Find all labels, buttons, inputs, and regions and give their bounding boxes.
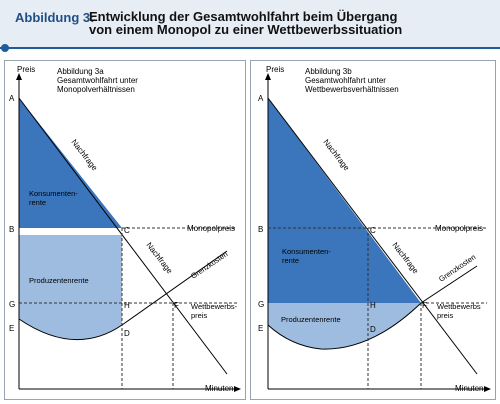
point-d: D (370, 325, 376, 334)
caption-line3: Wettbewerbsverhältnissen (305, 85, 399, 94)
panel-3a: Preis Minuten Abbildung 3a Gesamtwohlfah… (4, 60, 246, 400)
competitive-price-label-line1: Wettbewerbs (437, 302, 481, 311)
x-axis-label: Minuten (205, 384, 233, 393)
point-c: C (124, 226, 130, 235)
y-axis-label: Preis (17, 65, 35, 74)
figure-title-line2: von einem Monopol zu einer Wettbewerbssi… (89, 22, 403, 37)
x-axis-label: Minuten (455, 384, 483, 393)
caption-line1: Abbildung 3a (57, 67, 104, 76)
figure-header (0, 0, 500, 48)
panel-3b: Preis Minuten Abbildung 3b Gesamtwohlfah… (250, 60, 496, 400)
competitive-price-label-line2: preis (437, 311, 454, 320)
point-d: D (124, 329, 130, 338)
figure-label: Abbildung 3: (15, 10, 95, 25)
point-g: G (258, 300, 264, 309)
demand-label-upper: Nachfrage (321, 138, 351, 173)
point-g: G (9, 300, 15, 309)
demand-line (267, 97, 478, 375)
competitive-price-label-line2: preis (191, 311, 208, 320)
x-axis-arrow-icon (484, 386, 491, 392)
marginal-cost-label: Grenzkosten (189, 249, 229, 280)
point-e: E (258, 324, 263, 333)
y-axis-label: Preis (266, 65, 284, 74)
caption-line1: Abbildung 3b (305, 67, 352, 76)
point-h: H (370, 301, 376, 310)
caption-line2: Gesamtwohlfahrt unter (57, 76, 138, 85)
caption-line3: Monopolverhältnissen (57, 85, 135, 94)
point-e: E (9, 324, 14, 333)
producer-rent-label: Produzentenrente (29, 276, 89, 285)
competitive-price-label-line1: Wettbewerbs- (191, 302, 238, 311)
consumer-rent-line2: rente (282, 256, 299, 265)
figure-title: Entwicklung der Gesamtwohlfahrt beim Übe… (89, 10, 402, 36)
marginal-cost-curve (267, 265, 478, 350)
monopoly-price-label: Monopolpreis (187, 224, 235, 233)
point-h: H (124, 301, 130, 310)
consumer-rent-line1: Konsumenten- (29, 189, 78, 198)
monopoly-price-label: Monopolpreis (435, 224, 483, 233)
x-axis-arrow-icon (234, 386, 241, 392)
producer-surplus-area (268, 303, 421, 350)
consumer-rent-line1: Konsumenten- (282, 247, 331, 256)
point-a: A (258, 94, 264, 103)
marginal-cost-curve (18, 250, 228, 341)
consumer-surplus-area (19, 98, 122, 228)
y-axis-arrow-icon (265, 73, 271, 80)
point-f: F (174, 301, 179, 310)
demand-line (18, 97, 228, 375)
consumer-rent-line2: rente (29, 198, 46, 207)
point-a: A (9, 94, 15, 103)
panel-3a-diagram: Preis Minuten Abbildung 3a Gesamtwohlfah… (9, 65, 241, 393)
title-divider (0, 47, 500, 49)
producer-surplus-area (19, 235, 122, 340)
figure-title-line1: Entwicklung der Gesamtwohlfahrt beim Übe… (89, 9, 398, 24)
point-b: B (258, 225, 263, 234)
producer-rent-label: Produzentenrente (281, 315, 341, 324)
bullet-dot-icon (1, 44, 9, 52)
y-axis-arrow-icon (16, 73, 22, 80)
point-c: C (370, 226, 376, 235)
caption-line2: Gesamtwohlfahrt unter (305, 76, 386, 85)
panel-3b-diagram: Preis Minuten Abbildung 3b Gesamtwohlfah… (258, 65, 491, 393)
point-b: B (9, 225, 14, 234)
point-f: F (422, 301, 427, 310)
